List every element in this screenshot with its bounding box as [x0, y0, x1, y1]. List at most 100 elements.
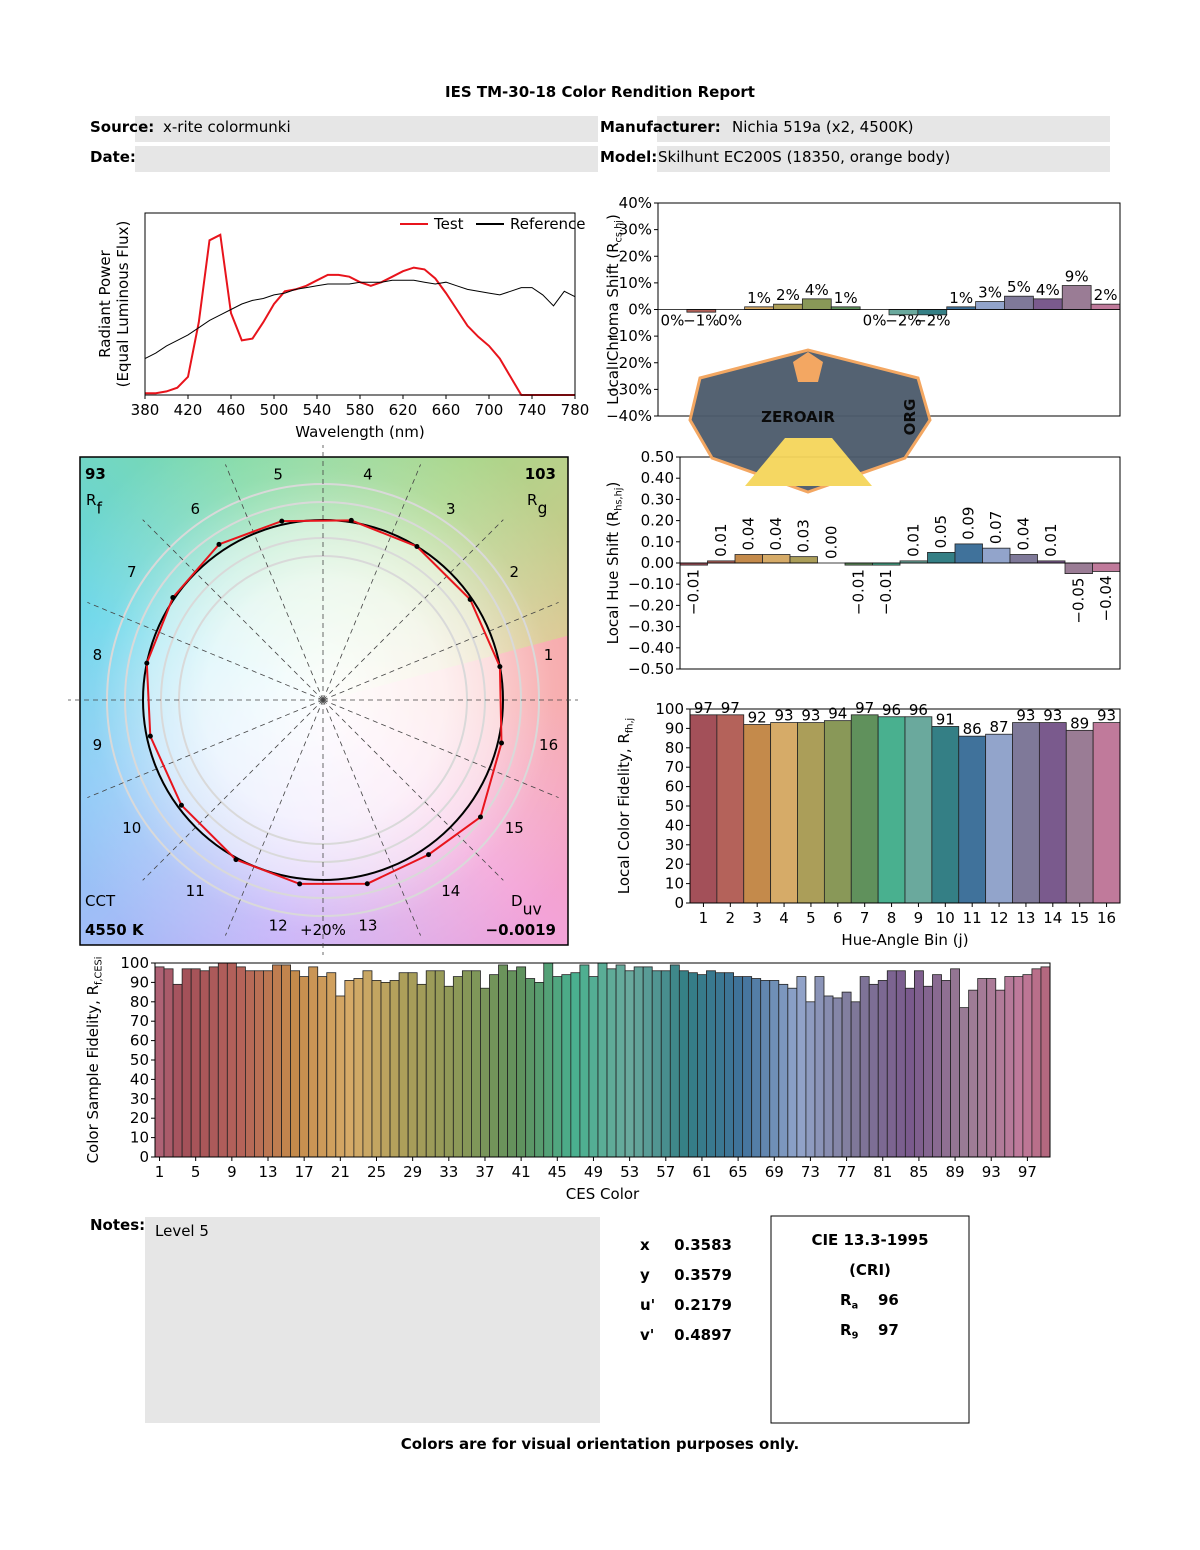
value-label: −2% — [914, 312, 950, 330]
legend-label: Reference — [510, 215, 586, 233]
x-tick-label: 7 — [860, 909, 870, 927]
bar — [913, 970, 924, 1158]
bar — [281, 964, 292, 1158]
bin-divider — [225, 699, 324, 936]
value-label: 0.03 — [795, 519, 813, 552]
bar — [975, 301, 1005, 310]
bin-label: 7 — [127, 563, 137, 581]
bar — [841, 991, 852, 1158]
bar — [452, 976, 463, 1158]
bar — [1038, 722, 1067, 904]
cri-item-label: Ra — [840, 1291, 858, 1311]
y-axis-label-sub: cs,hj — [613, 220, 624, 242]
bar — [299, 976, 310, 1158]
test-vertex — [170, 594, 176, 600]
value-label: 93 — [801, 707, 820, 725]
cri-subtitle: (CRI) — [849, 1261, 891, 1279]
bar — [941, 980, 951, 1158]
bin-label: 14 — [441, 882, 460, 900]
value-label: 4% — [1036, 281, 1060, 299]
x-tick-label: 3 — [752, 909, 762, 927]
y-axis-label-sub: f,CESi — [93, 957, 104, 985]
bar — [954, 543, 983, 564]
bar — [823, 720, 852, 904]
bar — [724, 972, 734, 1158]
bin-divider — [142, 699, 324, 881]
value-label: 93 — [1097, 707, 1116, 725]
watermark-sub: ORG — [901, 399, 919, 436]
y-axis-label-end: ) — [604, 214, 622, 220]
bar — [416, 983, 427, 1158]
spectrum-line — [145, 233, 575, 396]
value-label: 9% — [1065, 268, 1089, 286]
bar — [615, 964, 626, 1158]
bin-divider — [322, 519, 504, 701]
bar — [895, 970, 906, 1158]
bar — [1032, 298, 1063, 310]
notes-box — [145, 1217, 600, 1423]
bar — [290, 970, 301, 1158]
bar — [1061, 285, 1092, 310]
value-label: 97 — [721, 699, 740, 717]
bar — [642, 966, 653, 1158]
report-title: IES TM-30-18 Color Rendition Report — [445, 83, 755, 101]
bar — [380, 982, 391, 1158]
y-axis-label: Local Color Fidelity, Rfh,j — [615, 718, 635, 895]
test-vertex — [414, 543, 420, 549]
y-axis-label: Local Chroma Shift (Rcs,hj) — [604, 214, 624, 405]
watermark-road — [745, 438, 872, 486]
x-tick-label: 77 — [837, 1163, 856, 1181]
bar — [904, 987, 915, 1158]
bar — [1012, 722, 1040, 904]
bar — [931, 726, 960, 904]
y-tick-label: −20% — [606, 354, 652, 372]
x-tick-label: 10 — [936, 909, 955, 927]
value-label: 2% — [776, 286, 800, 304]
bar — [706, 970, 716, 1158]
bin-divider — [87, 602, 324, 701]
y-tick-label: 50 — [130, 1051, 149, 1069]
x-tick-label: 65 — [729, 1163, 748, 1181]
value-label: 92 — [748, 709, 767, 727]
bar — [308, 966, 319, 1158]
value-label: 1% — [949, 289, 973, 307]
y-tick-label: −0.40 — [628, 639, 674, 657]
x-axis-label: CES Color — [566, 1185, 640, 1203]
y-axis-label: Radiant Power — [96, 249, 114, 358]
duv-label-main: D — [511, 892, 523, 910]
bar — [1031, 968, 1042, 1158]
field-label: Source: — [90, 118, 154, 136]
y-axis-label: Local Hue Shift (Rhs,hj) — [604, 482, 624, 645]
bar — [778, 983, 789, 1158]
value-label: 96 — [909, 701, 928, 719]
bar — [801, 298, 832, 310]
bar — [407, 972, 418, 1158]
test-vertex — [216, 541, 222, 547]
bin-divider — [322, 699, 559, 798]
y-axis-label-main: Local Color Fidelity, R — [615, 733, 633, 894]
x-tick-label: 57 — [656, 1163, 675, 1181]
y-tick-label: 90 — [665, 719, 684, 737]
value-label: 93 — [775, 707, 794, 725]
bin-label: 12 — [269, 917, 288, 935]
bar — [516, 966, 527, 1158]
rf-label: Rf — [86, 491, 102, 517]
y-axis-label-main: Radiant Power — [96, 249, 114, 358]
x-tick-label: 93 — [982, 1163, 1001, 1181]
value-label: −0.01 — [877, 569, 895, 615]
bar — [995, 989, 1006, 1158]
bar — [832, 997, 843, 1158]
value-label: −0.05 — [1070, 578, 1088, 624]
y-axis-label-main: Local Chroma Shift (R — [604, 242, 622, 404]
value-label: 97 — [694, 699, 713, 717]
y-tick-label: 0.50 — [641, 448, 674, 466]
value-label: −0.04 — [1097, 575, 1115, 621]
bar — [868, 983, 879, 1158]
bar — [959, 1007, 970, 1158]
y-tick-label: 0% — [628, 301, 652, 319]
duv-value: −0.0019 — [486, 921, 556, 939]
x-tick-label: 620 — [389, 401, 418, 419]
x-tick-label: 45 — [548, 1163, 567, 1181]
